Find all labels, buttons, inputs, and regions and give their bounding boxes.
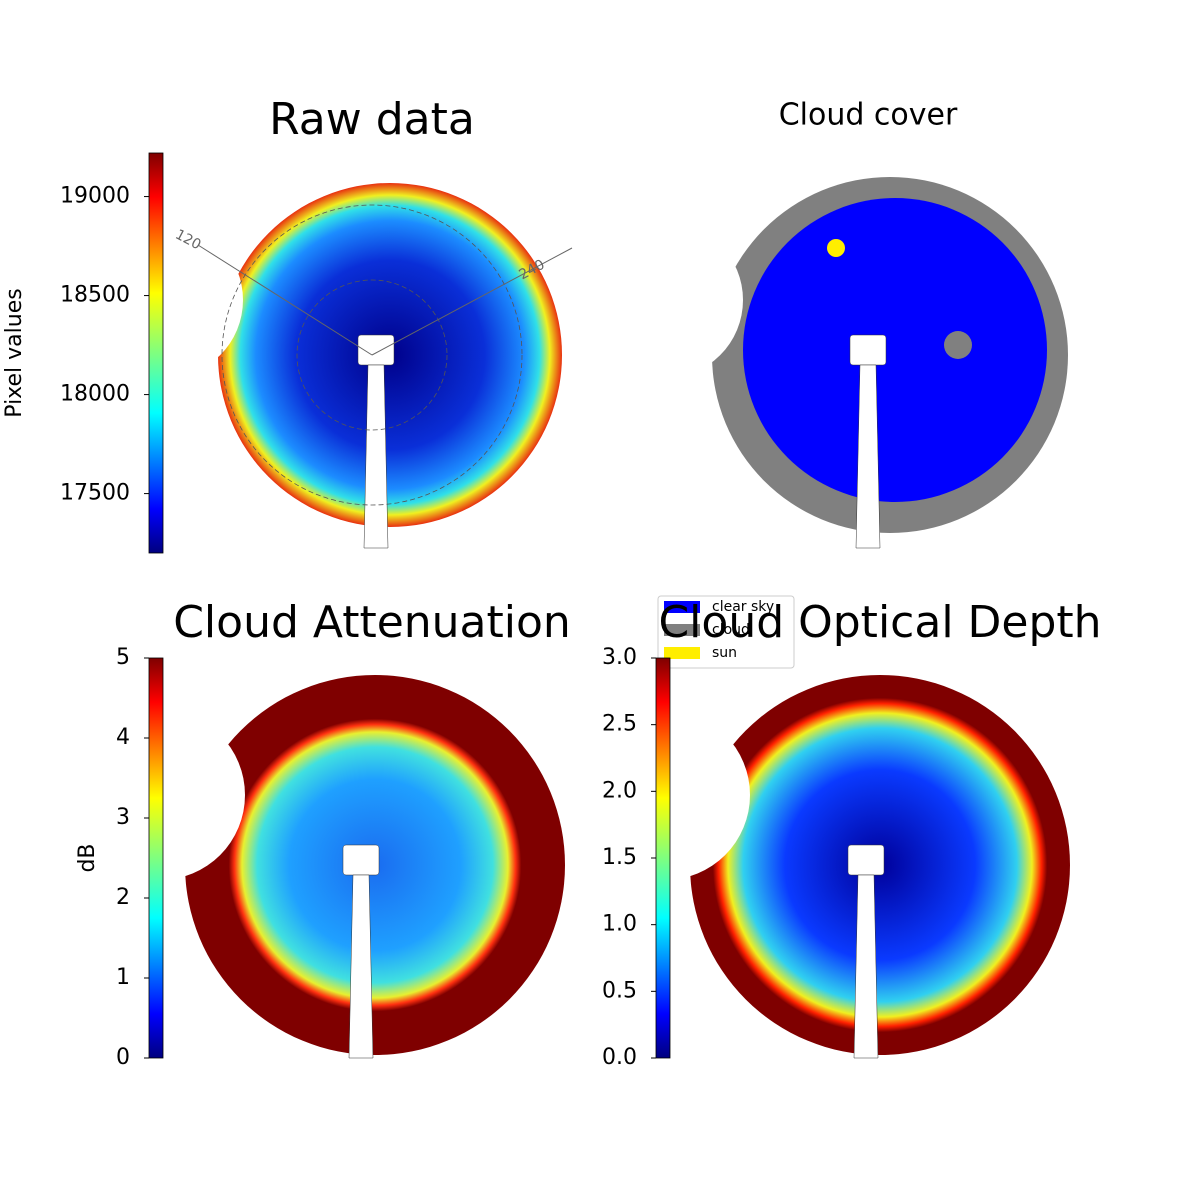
colorbar-label: Pixel values (2, 288, 27, 417)
colorbar-tick-label: 19000 (60, 184, 130, 209)
colorbar-tick-label: 0.0 (602, 1045, 637, 1070)
colorbar-tick-label: 18000 (60, 382, 130, 407)
colorbar-tick-label: 1.5 (602, 845, 637, 870)
colorbar-tick-label: 3 (116, 805, 130, 830)
legend-swatch (664, 601, 700, 613)
colorbar-tick-label: 5 (116, 645, 130, 670)
panel-title: Cloud Attenuation (173, 597, 571, 648)
sky-image (712, 177, 1068, 533)
clear-sky (743, 198, 1047, 502)
panel-title: Raw data (269, 94, 475, 145)
legend-swatch (664, 624, 700, 636)
range-ring (221, 204, 523, 506)
sun (827, 239, 845, 257)
camera-arm (348, 874, 374, 1059)
camera-mount (342, 844, 380, 876)
legend-label: clear sky (712, 599, 774, 615)
colorbar-tick-label: 2.5 (602, 712, 637, 737)
panel-title: Cloud Optical Depth (658, 597, 1101, 648)
colorbar-tick-label: 0 (116, 1045, 130, 1070)
azimuth-line (371, 247, 573, 356)
azimuth-line (197, 244, 373, 356)
legend-label: sun (712, 645, 737, 661)
colorbar-label: dB (75, 843, 100, 872)
camera-mount (849, 334, 887, 366)
colorbar-tick-label: 4 (116, 725, 130, 750)
colorbar (655, 657, 671, 1059)
camera-arm (363, 364, 389, 549)
azimuth-label: 120 (172, 227, 203, 254)
cloud-patch (944, 331, 972, 359)
colorbar-tick-label: 2.0 (602, 778, 637, 803)
legend-label: cloud (712, 622, 750, 638)
colorbar-tick-label: 2 (116, 885, 130, 910)
panel-title: Cloud cover (779, 98, 958, 133)
range-ring (296, 279, 448, 431)
colorbar-tick-label: 17500 (60, 481, 130, 506)
colorbar-tick-label: 0.5 (602, 978, 637, 1003)
colorbar (148, 657, 164, 1059)
colorbar-tick-label: 18500 (60, 283, 130, 308)
colorbar (148, 152, 164, 554)
legend-swatch (664, 647, 700, 659)
colorbar-tick-label: 3.0 (602, 645, 637, 670)
camera-arm (853, 874, 879, 1059)
colorbar-tick-label: 1.0 (602, 912, 637, 937)
colorbar-tick-label: 1 (116, 965, 130, 990)
camera-mount (847, 844, 885, 876)
camera-arm (855, 364, 881, 549)
